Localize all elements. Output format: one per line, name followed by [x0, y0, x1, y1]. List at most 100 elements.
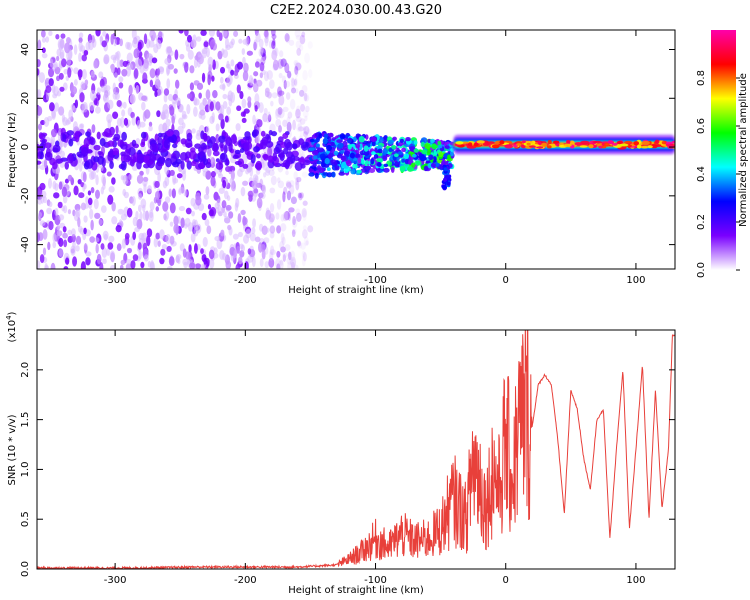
spectrogram-cell — [284, 80, 291, 88]
spectrogram-cell — [304, 94, 310, 102]
spectrogram-cell — [242, 217, 248, 226]
spectrogram-cell — [237, 231, 243, 238]
spectrogram-cell — [269, 79, 275, 90]
spectrogram-cell — [79, 92, 85, 103]
spectrogram-cell — [118, 219, 123, 227]
spectrogram-cell — [233, 30, 239, 37]
spectrogram-cell — [290, 250, 296, 262]
spectrogram-cell — [299, 130, 304, 140]
spectrogram-cell — [383, 163, 389, 168]
spectrogram-cell — [38, 72, 45, 83]
spectrogram-cell — [246, 50, 253, 56]
spectrogram-cell — [261, 184, 266, 194]
spectrogram-cell — [188, 150, 197, 160]
spectrogram-cell — [239, 91, 244, 100]
spectrogram-cell — [312, 162, 317, 169]
spectrogram-cell — [236, 61, 244, 70]
spectrogram-cell — [57, 201, 63, 209]
spectrogram-cell — [280, 223, 287, 232]
spectrogram-cell — [168, 188, 172, 198]
spectrogram-cell — [343, 167, 349, 173]
spectrogram-cell — [302, 209, 307, 221]
spectrogram-cell — [185, 207, 192, 215]
spectrogram-cell — [307, 41, 313, 49]
spectrogram-cell — [68, 138, 74, 147]
spectrogram-cell — [140, 141, 146, 148]
spectrogram-cell — [278, 72, 283, 79]
spectrogram-cell — [169, 202, 176, 214]
spectrogram-cell — [94, 106, 101, 114]
spectrogram-cell — [444, 145, 450, 150]
spectrogram-cell — [275, 258, 281, 269]
spectrogram-cell — [423, 165, 429, 172]
spectrogram-cell — [125, 41, 131, 50]
spectrogram-cell — [75, 245, 80, 252]
spectrogram-cell — [77, 216, 81, 228]
spectrogram-cell — [107, 242, 114, 250]
spectrogram-cell — [96, 253, 102, 265]
spectrogram-cell — [198, 146, 204, 153]
spectrogram-cell — [78, 161, 83, 172]
spectrogram-cell — [294, 161, 303, 171]
spectrogram-cell — [163, 88, 170, 96]
spectrogram-cell — [346, 160, 352, 167]
spectrogram-cell — [260, 158, 265, 165]
spectrogram-cell — [162, 201, 169, 212]
spectrogram-cell — [167, 63, 175, 70]
spectrogram-cell — [294, 77, 298, 87]
spectrogram-cell — [305, 130, 311, 138]
spectrogram-cell — [336, 139, 343, 144]
spectrogram-cell — [80, 202, 87, 211]
spectrogram-cell — [251, 227, 256, 235]
spectrogram-cell — [44, 265, 50, 269]
spectrogram-cell — [222, 100, 228, 110]
spectrogram-cell — [157, 198, 162, 207]
spectrogram-cell — [39, 254, 45, 264]
y-tick-label: 0.0 — [20, 561, 31, 577]
spectrogram-cell — [132, 216, 138, 227]
spectrogram-cell — [186, 160, 192, 170]
spectrogram-cell — [261, 225, 268, 236]
spectrogram-cell — [302, 126, 306, 134]
spectrogram-cell — [284, 33, 290, 42]
spectrogram-cell — [242, 180, 249, 186]
spectrogram-cell — [371, 140, 376, 147]
spectrogram-cell — [133, 68, 139, 80]
spectrogram-cell — [566, 139, 571, 144]
spectrogram-cell — [131, 38, 139, 48]
spectrogram-cell — [207, 56, 214, 68]
spectrogram-cell — [326, 167, 331, 172]
spectrogram-cell — [201, 212, 207, 221]
spectrogram-cell — [102, 258, 107, 265]
spectrogram-cell — [146, 235, 151, 247]
spectrogram-cell — [136, 218, 143, 230]
spectrogram-cell — [186, 132, 193, 142]
spectrogram-cell — [303, 159, 311, 166]
spectrogram-cell — [119, 264, 124, 269]
spectrogram-cell — [240, 186, 246, 197]
spectrogram-cell — [161, 243, 168, 250]
spectrogram-cell — [619, 143, 629, 147]
spectrogram-cell — [215, 162, 224, 170]
spectrogram-cell — [220, 118, 225, 130]
spectrogram-cell — [145, 160, 154, 166]
spectrogram-cell — [265, 167, 271, 173]
spectrogram-cell — [172, 143, 178, 149]
spectrogram-cell — [148, 40, 155, 48]
spectrogram-cell — [275, 108, 282, 117]
spectrogram-cell — [141, 95, 148, 102]
spectrogram-cell — [135, 58, 143, 70]
spectrogram-x-label: Height of straight line (km) — [288, 285, 424, 296]
spectrogram-cell — [107, 140, 115, 147]
spectrogram-cell — [234, 160, 243, 166]
spectrogram-cell — [88, 101, 95, 111]
snr-x-label: Height of straight line (km) — [288, 585, 424, 596]
spectrogram-cell — [297, 148, 304, 157]
spectrogram-cell — [65, 257, 70, 265]
spectrogram-cell — [227, 224, 232, 231]
spectrogram-cell — [106, 90, 111, 97]
y-tick-label: -20 — [20, 188, 31, 204]
spectrogram-cell — [149, 79, 154, 88]
spectrogram-cell — [504, 144, 514, 149]
spectrogram-cell — [42, 247, 47, 256]
